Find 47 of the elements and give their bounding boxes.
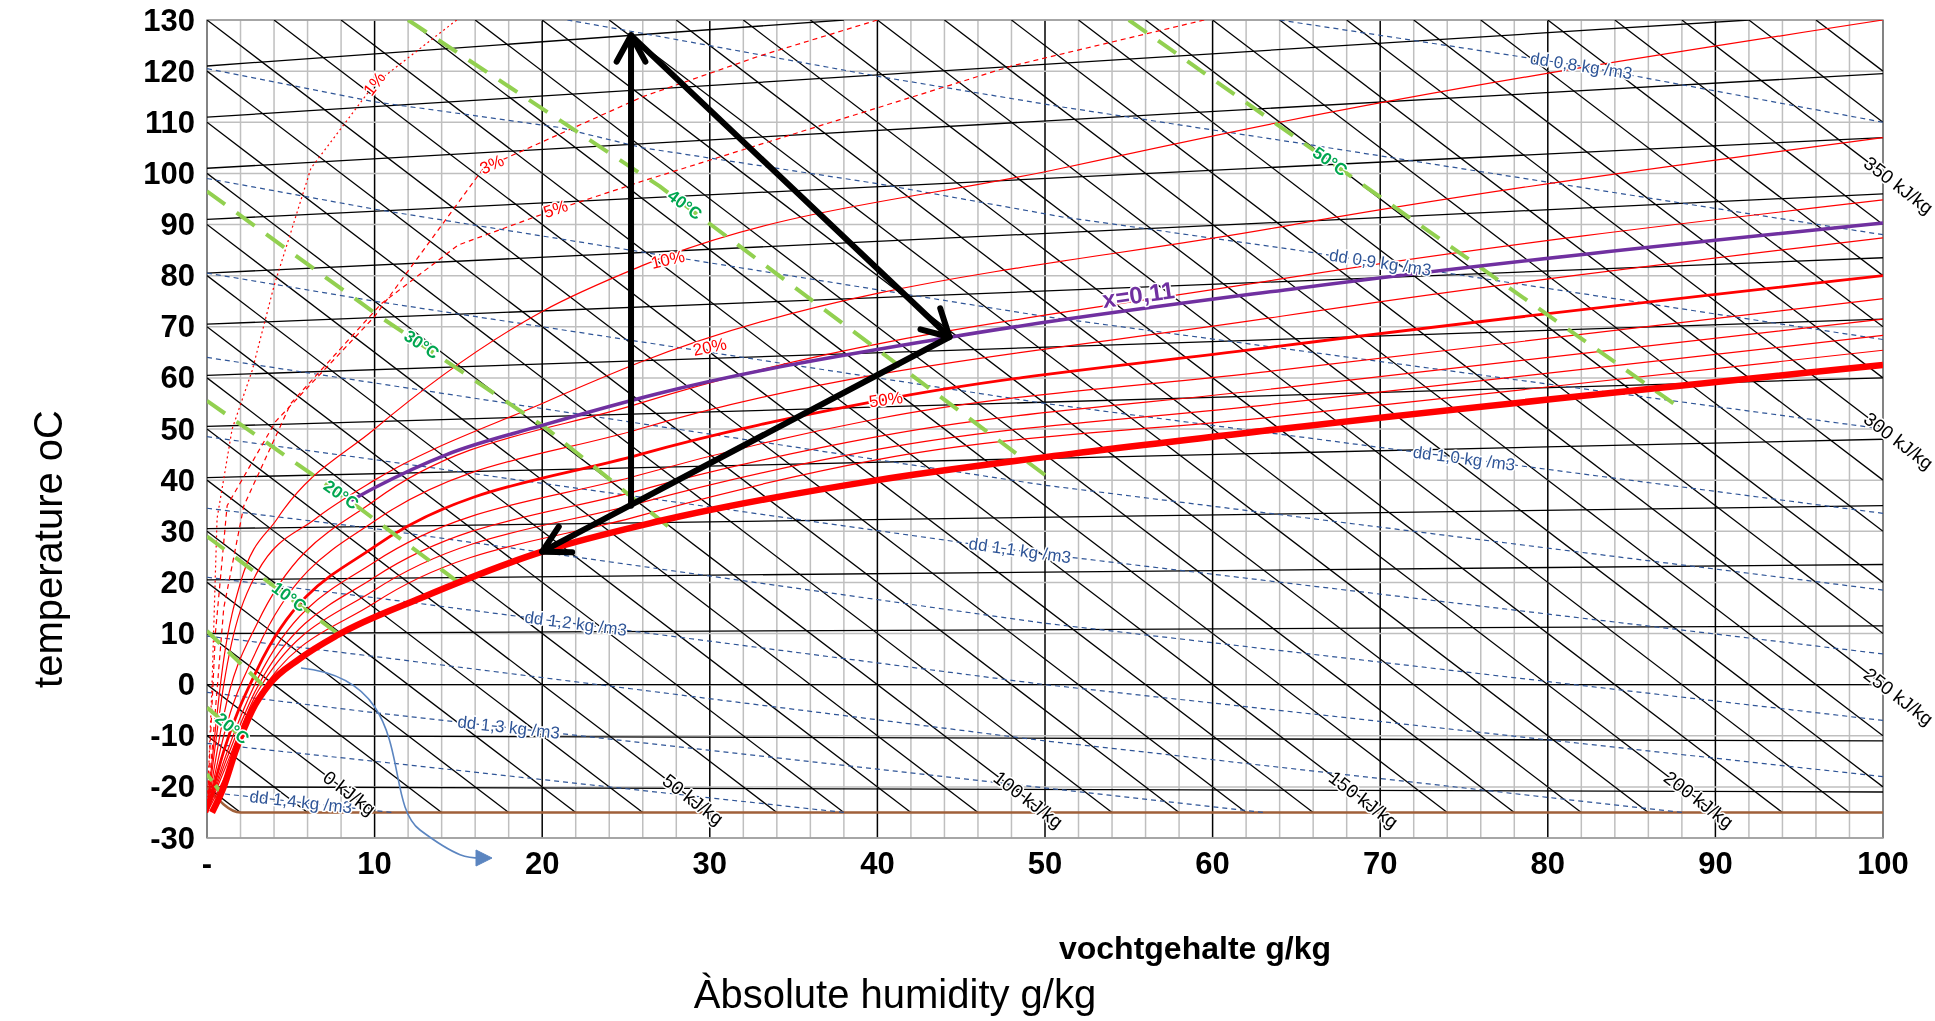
annotation: 3% [476, 150, 508, 179]
y-tick-label: -10 [150, 718, 195, 754]
annotation: dd 0,9 kg /m3 [1327, 245, 1433, 280]
annotation: dd 1,3 kg /m3 [456, 712, 561, 743]
y-tick-label: 70 [160, 309, 195, 345]
y-tick-label: 10 [160, 616, 195, 651]
annotation: 10% [649, 246, 687, 273]
x-tick-label: 90 [1698, 845, 1733, 881]
x-tick-label: 30 [692, 845, 728, 881]
x-tick-label: 70 [1362, 845, 1398, 881]
y-tick-label: 60 [160, 360, 195, 396]
x-tick-label: - [201, 845, 213, 881]
x-tick-label: 100 [1857, 845, 1909, 881]
y-tick-label: 30 [160, 513, 195, 549]
annotation: 5% [540, 196, 571, 223]
annotation: 1% [359, 68, 390, 100]
y-tick-label: 130 [143, 2, 195, 38]
x-tick-label: 60 [1195, 845, 1230, 881]
annotation: 40°C [663, 186, 706, 225]
y-tick-label: 0 [177, 667, 195, 703]
y-tick-label: -20 [150, 769, 195, 805]
x-tick-label: 40 [860, 845, 895, 881]
x-tick-label: 50 [1027, 845, 1063, 881]
annotation: dd 1,2 kg /m3 [523, 607, 629, 640]
y-tick-label: 90 [160, 207, 195, 242]
y-tick-label: 100 [143, 155, 195, 191]
annotation: 30°C [400, 326, 443, 364]
annotation: dd 1,1 kg /m3 [967, 534, 1073, 568]
annotation: x=0,11 [1100, 276, 1177, 313]
annotation: 10°C [268, 578, 311, 617]
annotation: dd 0,8 kg /m3 [1528, 48, 1634, 84]
y-tick-label: 80 [160, 258, 195, 294]
y-axis-title: temperature oC [26, 410, 70, 688]
y-tick-label: 20 [160, 564, 195, 600]
y-tick-label: 110 [144, 104, 195, 140]
x-tick-label: 20 [524, 845, 560, 881]
x-axis-title: vochtgehalte g/kg [1058, 930, 1332, 966]
x-tick-label: 80 [1530, 845, 1566, 881]
y-tick-label: 40 [160, 462, 195, 498]
annotation: 50% [867, 388, 904, 412]
annotation: 20% [691, 334, 729, 361]
y-tick-label: 120 [143, 53, 195, 89]
text: Àbsolute humidity g/kg [693, 972, 1097, 1016]
annotation: dd 1,0 kg /m3 [1411, 442, 1517, 475]
x-tick-label: 10 [357, 845, 392, 881]
y-tick-label: 50 [160, 411, 195, 447]
y-tick-label: -30 [150, 820, 195, 856]
